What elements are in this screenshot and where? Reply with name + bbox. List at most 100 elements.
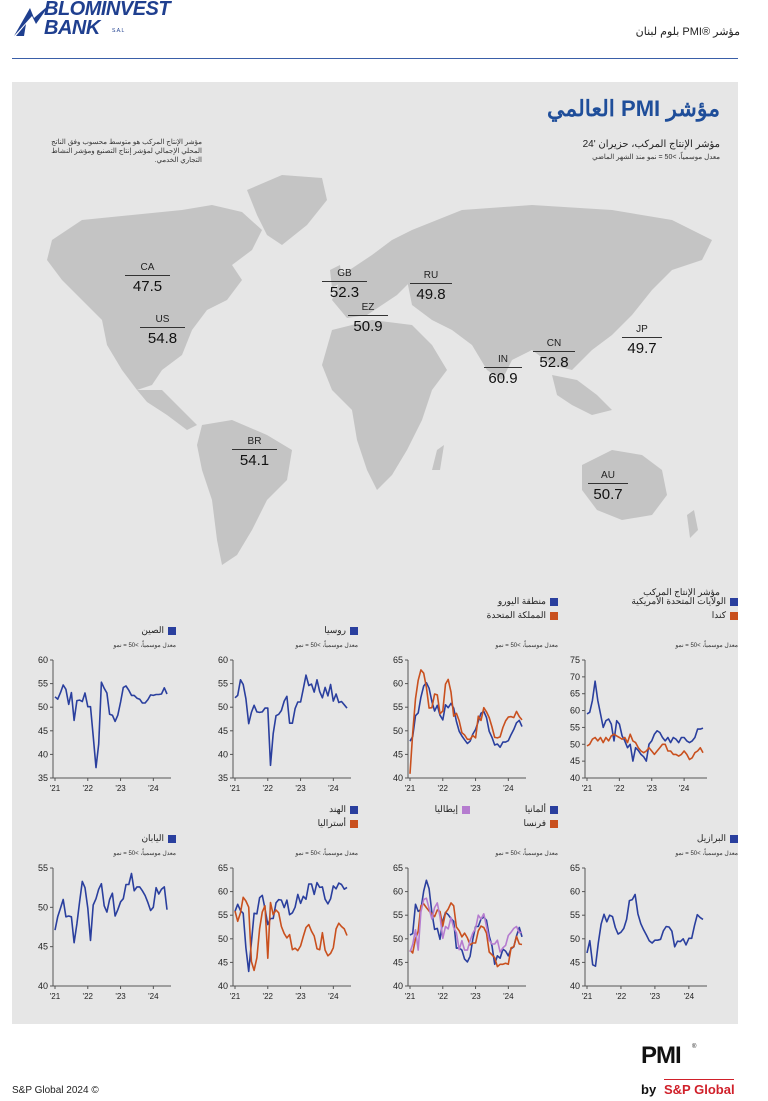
x-tick-label: '23 (295, 784, 306, 793)
y-tick-label: 35 (218, 773, 228, 783)
y-tick-label: 55 (393, 910, 403, 920)
chart-svg: 40 45 50 55 60 65 '21 '22 '23 '24 (570, 863, 707, 1001)
country-value: 49.7 (627, 340, 657, 357)
chart-legend: الهند أستراليا (188, 804, 358, 832)
legend-label: منطقة اليورو (497, 596, 546, 606)
pmi-by: by (641, 1082, 657, 1097)
y-tick-label: 55 (38, 863, 48, 873)
y-tick-label: 60 (570, 887, 580, 897)
logo-line2: BANK (44, 17, 100, 39)
x-tick-label: '23 (650, 992, 661, 1001)
japan-shape (624, 280, 640, 310)
new-zealand-shape (687, 510, 698, 538)
country-label-ca: CA 47.5 (125, 262, 170, 295)
country-code: US (155, 314, 170, 325)
chart-legend: البرازيل (568, 833, 738, 847)
chart-note: معدل موسمياً، >50 = نمو (675, 851, 738, 857)
country-rule (533, 351, 575, 352)
y-tick-label: 70 (570, 672, 580, 682)
country-rule (622, 337, 662, 338)
legend-swatch (350, 805, 358, 814)
y-tick-label: 50 (393, 934, 403, 944)
australia-shape (582, 450, 667, 520)
y-tick-label: 50 (218, 934, 228, 944)
legend-item: إيطاليا (435, 804, 470, 815)
x-tick-label: '21 (405, 784, 416, 793)
chart-svg: 40 45 50 55 60 65 '21 '22 '23 '24 (393, 655, 526, 793)
country-rule (232, 449, 277, 450)
country-value: 54.8 (147, 330, 178, 347)
x-tick-label: '23 (115, 992, 126, 1001)
chart-note: معدل موسمياً، >50 = نمو (495, 643, 558, 649)
legend-item: البرازيل (568, 833, 738, 844)
y-tick-label: 60 (393, 679, 403, 689)
y-tick-label: 75 (570, 655, 580, 665)
chart-note: معدل موسمياً، >50 = نمو (113, 643, 176, 649)
chart-note: معدل موسمياً، >50 = نمو (113, 851, 176, 857)
country-code: IN (498, 354, 508, 365)
y-tick-label: 40 (570, 981, 580, 991)
y-tick-label: 65 (570, 689, 580, 699)
country-value: 49.8 (416, 286, 446, 303)
x-tick-label: '24 (148, 784, 159, 793)
legend-label: إيطاليا (434, 804, 458, 814)
y-tick-label: 40 (218, 749, 228, 759)
y-tick-label: 65 (218, 863, 228, 873)
legend-item: كندا (568, 610, 738, 621)
x-tick-label: '22 (83, 992, 94, 1001)
europe-shape (332, 230, 432, 318)
x-tick-label: '22 (438, 784, 449, 793)
y-tick-label: 50 (570, 739, 580, 749)
country-code: JP (636, 324, 648, 335)
series-line (409, 897, 523, 953)
chart-svg: 40 45 50 55 '21 '22 '23 '24 (38, 863, 171, 1001)
series-line (234, 896, 348, 972)
chart-svg: 40 45 50 55 60 65 '21 '22 '23 '24 (393, 863, 526, 1001)
logo-star-icon (14, 4, 50, 36)
country-rule (140, 327, 185, 328)
y-tick-label: 40 (570, 773, 580, 783)
series-line (234, 674, 348, 767)
chart-legend: ألمانيا فرنسا إيطاليا (388, 804, 558, 832)
legend-item: أستراليا (188, 818, 358, 829)
country-rule (125, 275, 170, 276)
x-tick-label: '23 (115, 784, 126, 793)
pmi-logo: PMI (641, 1042, 682, 1069)
y-tick-label: 45 (570, 957, 580, 967)
se-asia-shape (552, 375, 612, 415)
legend-swatch (462, 805, 470, 814)
map-subtitle: معدل موسمياً، >50 = نمو منذ الشهر الماضي (592, 154, 720, 161)
country-code: RU (423, 270, 439, 281)
country-label-in: IN 60.9 (484, 354, 522, 387)
country-code: CN (546, 338, 562, 349)
series-line (234, 881, 348, 973)
legend-label: أستراليا (317, 818, 346, 828)
x-tick-label: '23 (470, 784, 481, 793)
y-tick-label: 50 (38, 902, 48, 912)
y-tick-label: 45 (570, 756, 580, 766)
x-tick-label: '21 (582, 992, 593, 1001)
country-code: BR (247, 436, 262, 447)
x-tick-label: '22 (263, 992, 274, 1001)
legend-item: الهند (188, 804, 358, 815)
legend-item: الصين (6, 625, 176, 636)
y-tick-label: 60 (393, 887, 403, 897)
country-value: 47.5 (132, 278, 163, 295)
pmi-registered-mark: ® (692, 1044, 697, 1050)
country-value: 50.9 (353, 318, 383, 335)
legend-label: كندا (711, 610, 726, 620)
sp-global-rule (664, 1079, 734, 1080)
legend-label: اليابان (141, 833, 164, 843)
country-code: EZ (361, 302, 375, 313)
y-tick-label: 65 (393, 655, 403, 665)
y-tick-label: 45 (218, 957, 228, 967)
asia-shape (407, 205, 712, 380)
y-tick-label: 60 (218, 887, 228, 897)
south-america-shape (197, 420, 292, 565)
y-tick-label: 65 (570, 863, 580, 873)
legend-swatch (350, 626, 358, 635)
legend-swatch (550, 805, 558, 814)
y-tick-label: 50 (38, 702, 48, 712)
country-code: CA (140, 262, 155, 273)
country-rule (410, 283, 452, 284)
